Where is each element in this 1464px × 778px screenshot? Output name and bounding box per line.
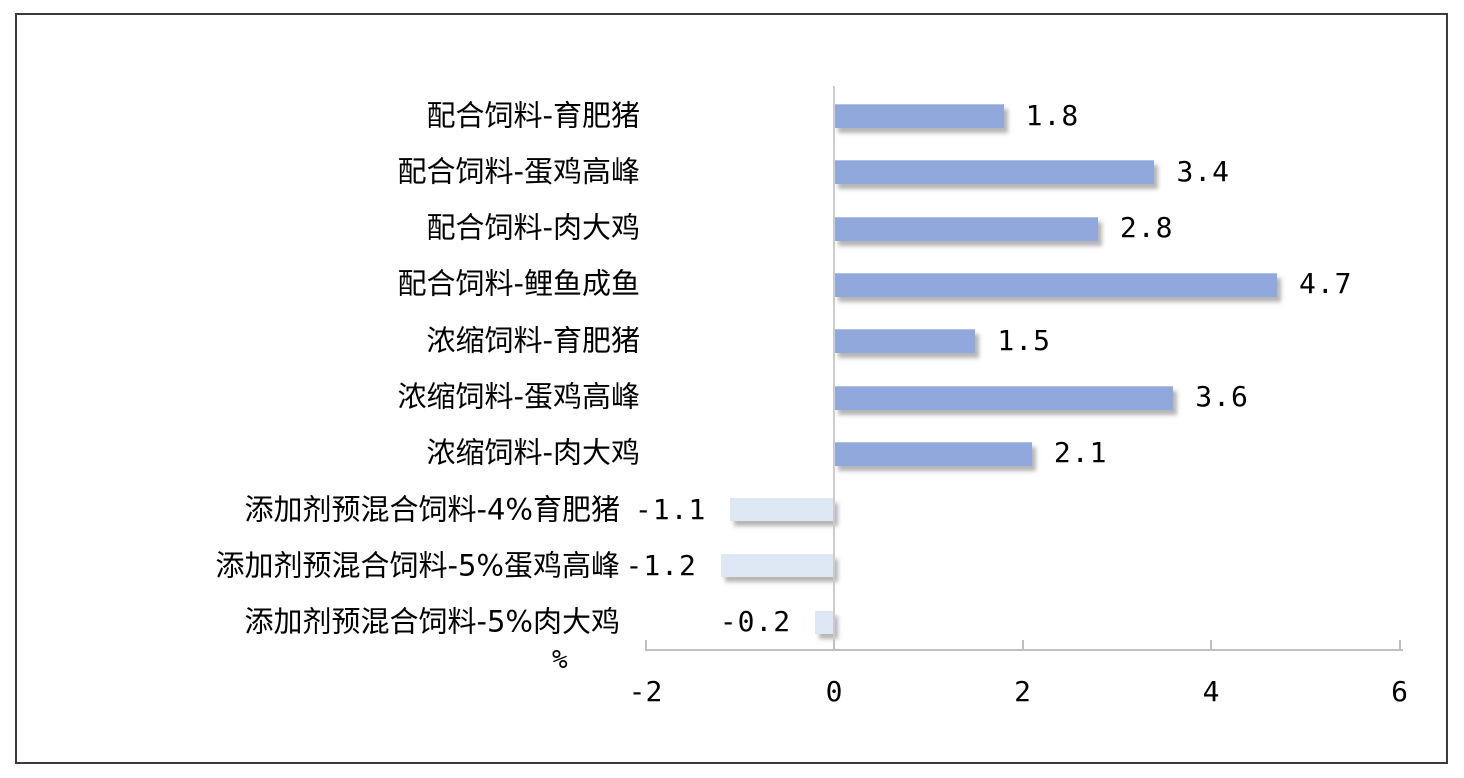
bar-positive	[834, 441, 1032, 466]
zero-baseline	[833, 86, 835, 649]
bar-negative	[720, 554, 834, 578]
chart-border-frame	[15, 13, 1448, 764]
category-label: 配合饲料-蛋鸡高峰	[397, 154, 640, 189]
x-axis-tick-label: 4	[1202, 675, 1220, 708]
x-axis-unit-label: %	[552, 645, 568, 675]
data-label: -1.2	[625, 548, 697, 582]
x-axis-tick	[1398, 640, 1401, 651]
category-label: 添加剂预混合饲料-5%蛋鸡高峰	[215, 548, 620, 583]
x-axis-tick	[1021, 640, 1024, 651]
data-label: 3.4	[1176, 154, 1231, 188]
x-axis-tick-label: 0	[825, 675, 843, 708]
x-axis-tick	[644, 640, 647, 651]
bar-positive	[834, 385, 1174, 410]
data-label: 4.7	[1298, 267, 1353, 301]
bar-positive	[834, 329, 976, 354]
category-label: 浓缩饲料-蛋鸡高峰	[397, 379, 640, 414]
x-axis-tick-label: 6	[1391, 675, 1408, 708]
data-label: 1.5	[997, 323, 1051, 357]
x-axis-line	[645, 649, 1403, 651]
category-label: 配合饲料-肉大鸡	[426, 210, 640, 245]
category-label: 添加剂预混合饲料-5%肉大鸡	[244, 604, 620, 639]
x-axis-tick	[1210, 640, 1212, 651]
x-axis-tick-label: -2	[628, 675, 663, 708]
category-label: 浓缩饲料-肉大鸡	[426, 435, 640, 470]
bar-positive	[834, 104, 1004, 128]
data-label: 2.8	[1119, 211, 1174, 245]
bar-negative	[815, 610, 834, 634]
category-label: 添加剂预混合饲料-4%育肥猪	[244, 492, 620, 527]
data-label: 1.8	[1025, 98, 1080, 132]
bar-positive	[834, 272, 1277, 297]
data-label: 2.1	[1053, 436, 1108, 470]
category-label: 配合饲料-育肥猪	[426, 98, 640, 132]
category-label: 浓缩饲料-育肥猪	[426, 323, 640, 358]
data-label: -1.1	[634, 492, 707, 526]
bar-positive	[834, 160, 1155, 185]
category-label: 配合饲料-鲤鱼成鱼	[397, 266, 640, 301]
x-axis-tick	[833, 640, 835, 651]
data-label: 3.6	[1195, 380, 1249, 413]
bar-negative	[730, 498, 834, 522]
bar-positive	[834, 216, 1098, 241]
x-axis-tick-label: 2	[1014, 675, 1031, 708]
data-label: -0.2	[719, 605, 792, 639]
